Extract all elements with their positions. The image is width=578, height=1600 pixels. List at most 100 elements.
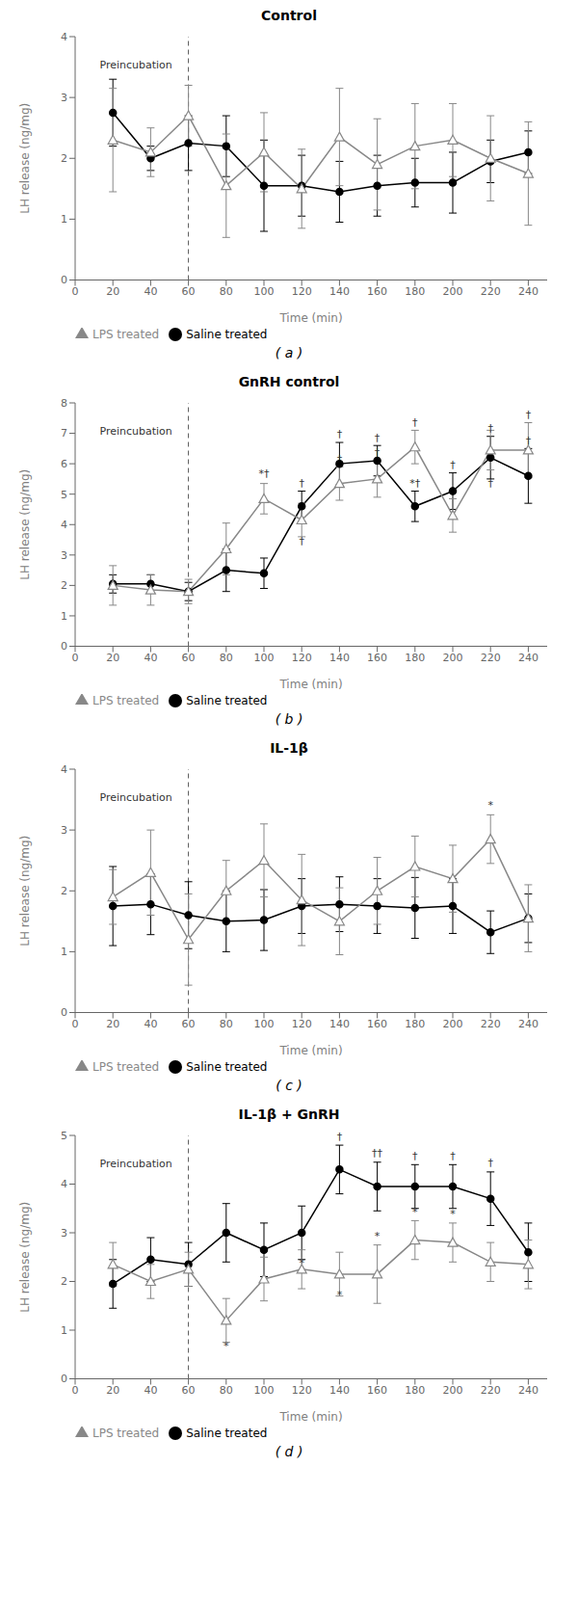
svg-text:†: † (412, 1149, 419, 1162)
svg-text:Time (min): Time (min) (278, 1043, 342, 1057)
svg-text:40: 40 (143, 1017, 158, 1030)
svg-text:Preincubation: Preincubation (99, 790, 172, 804)
svg-text:5: 5 (60, 1129, 68, 1142)
svg-text:5: 5 (60, 488, 68, 501)
svg-text:2: 2 (60, 578, 68, 592)
svg-text:0: 0 (72, 285, 79, 298)
svg-text:100: 100 (254, 285, 275, 298)
svg-text:†: † (487, 1156, 494, 1169)
svg-text:*†: *† (259, 467, 271, 480)
svg-text:80: 80 (219, 651, 234, 664)
svg-text:60: 60 (182, 1017, 196, 1030)
svg-text:3: 3 (60, 549, 68, 562)
svg-text:80: 80 (219, 1017, 234, 1030)
svg-text:†: † (449, 1149, 456, 1162)
svg-text:Time (min): Time (min) (278, 311, 342, 325)
svg-text:20: 20 (105, 285, 120, 298)
svg-text:8: 8 (60, 396, 68, 410)
svg-text:220: 220 (480, 285, 501, 298)
svg-text:1: 1 (60, 945, 68, 958)
svg-text:Time (min): Time (min) (278, 1409, 342, 1423)
svg-text:200: 200 (443, 1017, 464, 1030)
svg-text:140: 140 (329, 1017, 350, 1030)
svg-text:100: 100 (254, 651, 275, 664)
svg-text:*†: *† (409, 476, 421, 490)
svg-text:†: † (449, 484, 456, 498)
svg-text:40: 40 (143, 1383, 158, 1396)
svg-text:200: 200 (443, 651, 464, 664)
svg-text:220: 220 (480, 651, 501, 664)
svg-text:†: † (337, 1129, 343, 1143)
svg-text:0: 0 (60, 1005, 68, 1019)
svg-text:120: 120 (291, 651, 313, 664)
svg-text:7: 7 (60, 426, 68, 440)
svg-text:†: † (487, 476, 494, 490)
svg-text:1: 1 (60, 212, 68, 226)
svg-text:240: 240 (518, 1017, 539, 1030)
svg-text:180: 180 (404, 651, 425, 664)
svg-text:*: * (374, 1229, 381, 1242)
svg-text:180: 180 (404, 285, 425, 298)
svg-text:2: 2 (60, 884, 68, 897)
svg-text:4: 4 (60, 30, 68, 44)
svg-text:120: 120 (291, 285, 313, 298)
svg-text:60: 60 (182, 1383, 196, 1396)
svg-text:0: 0 (60, 273, 68, 287)
svg-text:4: 4 (60, 518, 68, 531)
svg-text:2: 2 (60, 1274, 68, 1288)
svg-text:3: 3 (60, 1226, 68, 1239)
svg-text:Preincubation: Preincubation (99, 424, 172, 438)
svg-text:Time (min): Time (min) (278, 677, 342, 691)
svg-text:120: 120 (291, 1383, 313, 1396)
svg-text:60: 60 (182, 285, 196, 298)
svg-text:180: 180 (404, 1017, 425, 1030)
svg-text:6: 6 (60, 457, 68, 471)
svg-text:40: 40 (143, 651, 158, 664)
svg-text:0: 0 (60, 1371, 68, 1385)
svg-text:200: 200 (443, 1383, 464, 1396)
svg-text:1: 1 (60, 1323, 68, 1337)
svg-text:†: † (412, 416, 419, 429)
svg-text:†: † (487, 421, 494, 435)
svg-text:0: 0 (72, 1383, 79, 1396)
svg-text:240: 240 (518, 651, 539, 664)
svg-text:20: 20 (105, 1017, 120, 1030)
svg-text:2: 2 (60, 152, 68, 165)
svg-text:220: 220 (480, 1017, 501, 1030)
svg-text:4: 4 (60, 762, 68, 776)
svg-text:Preincubation: Preincubation (99, 1156, 172, 1170)
svg-text:160: 160 (367, 1017, 388, 1030)
svg-text:*: * (337, 1287, 343, 1301)
svg-text:240: 240 (518, 1383, 539, 1396)
svg-text:160: 160 (367, 285, 388, 298)
svg-text:80: 80 (219, 1383, 234, 1396)
svg-text:180: 180 (404, 1383, 425, 1396)
svg-text:†: † (374, 431, 381, 445)
svg-text:220: 220 (480, 1383, 501, 1396)
svg-text:160: 160 (367, 1383, 388, 1396)
svg-text:100: 100 (254, 1383, 275, 1396)
svg-text:†: † (525, 408, 532, 421)
svg-text:†: † (298, 476, 305, 490)
svg-text:0: 0 (60, 639, 68, 653)
svg-text:*: * (223, 1339, 230, 1352)
svg-text:LH release (ng/mg): LH release (ng/mg) (18, 469, 32, 580)
svg-text:140: 140 (329, 285, 350, 298)
svg-text:*: * (487, 798, 494, 812)
svg-text:3: 3 (60, 91, 68, 105)
svg-text:20: 20 (105, 1383, 120, 1396)
svg-text:4: 4 (60, 1177, 68, 1190)
svg-text:0: 0 (72, 1017, 79, 1030)
svg-text:Preincubation: Preincubation (99, 58, 172, 72)
svg-text:*: * (412, 1205, 419, 1218)
svg-text:3: 3 (60, 823, 68, 837)
svg-text:†: † (337, 427, 343, 441)
svg-text:0: 0 (72, 651, 79, 664)
svg-text:*: * (449, 1207, 456, 1220)
svg-text:140: 140 (329, 651, 350, 664)
svg-text:40: 40 (143, 285, 158, 298)
svg-text:†: † (449, 458, 456, 472)
svg-text:†: † (298, 534, 305, 548)
svg-text:160: 160 (367, 651, 388, 664)
svg-text:240: 240 (518, 285, 539, 298)
